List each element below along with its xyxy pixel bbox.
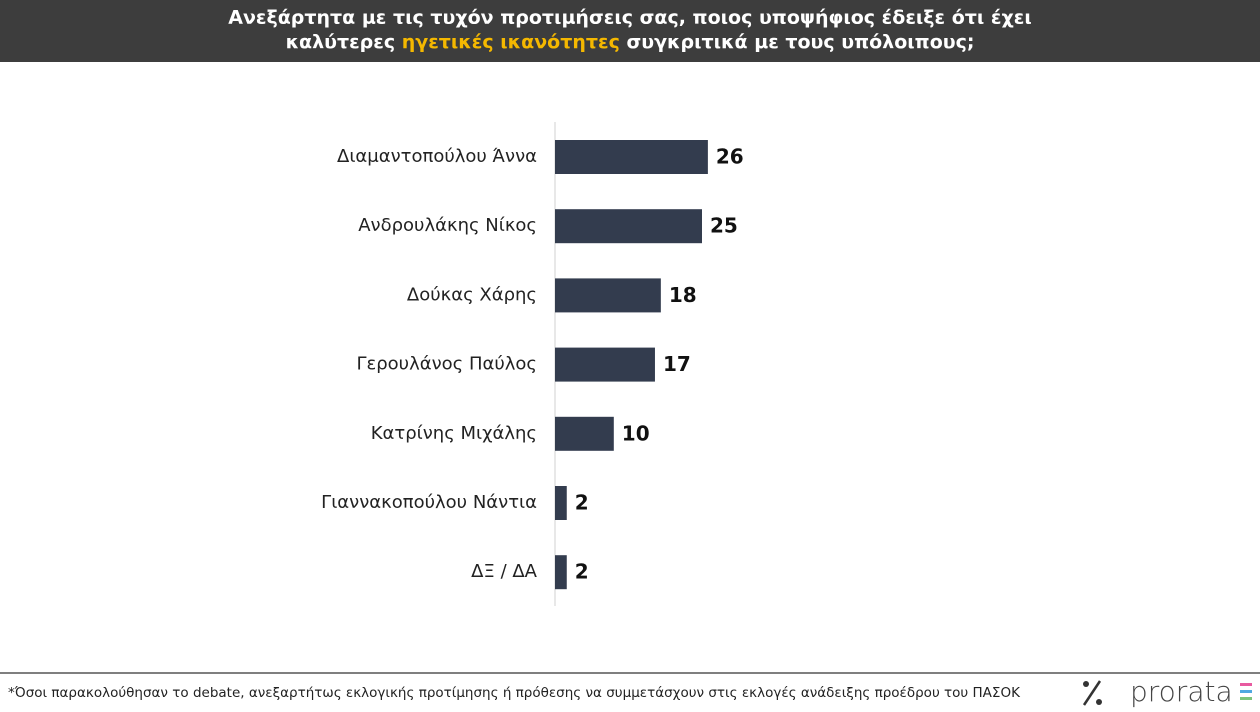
value-label: 25 [710, 214, 738, 238]
value-label: 17 [663, 352, 691, 376]
category-label: Γιαννακοπούλου Νάντια [321, 492, 537, 513]
value-label: 2 [575, 560, 589, 584]
logo: prorata [1130, 675, 1233, 708]
category-label: Δούκας Χάρης [407, 284, 537, 305]
header-band [0, 0, 1260, 62]
title-line-2: καλύτερες ηγετικές ικανότητες συγκριτικά… [286, 31, 975, 53]
title-part: καλύτερες [286, 31, 402, 53]
category-label: ΔΞ / ΔΑ [471, 561, 538, 582]
logo-mark [1082, 680, 1102, 706]
value-label: 26 [716, 145, 744, 169]
category-label: Γερουλάνος Παύλος [356, 354, 537, 375]
value-label: 2 [575, 491, 589, 515]
bar [555, 209, 702, 244]
bar [555, 555, 567, 590]
title-line-1: Ανεξάρτητα με τις τυχόν προτιμήσεις σας,… [228, 7, 1031, 29]
bar [555, 347, 655, 382]
logo-bar [1240, 690, 1252, 693]
value-label: 18 [669, 283, 697, 307]
bar [555, 140, 708, 174]
category-label: Ανδρουλάκης Νίκος [358, 215, 537, 236]
title-part: συγκριτικά με τους υπόλοιπους; [620, 31, 975, 53]
logo-bar [1240, 683, 1252, 686]
footnote: *Όσοι παρακολούθησαν το debate, ανεξαρτή… [8, 685, 1021, 701]
bar [555, 278, 661, 313]
bar [555, 486, 567, 520]
category-label: Διαμαντοπούλου Άννα [337, 146, 537, 167]
category-label: Κατρίνης Μιχάλης [371, 423, 537, 444]
value-label: 10 [622, 421, 650, 445]
bar [555, 416, 614, 451]
logo-bar [1240, 697, 1252, 700]
title-highlight: ηγετικές ικανότητες [402, 31, 620, 53]
